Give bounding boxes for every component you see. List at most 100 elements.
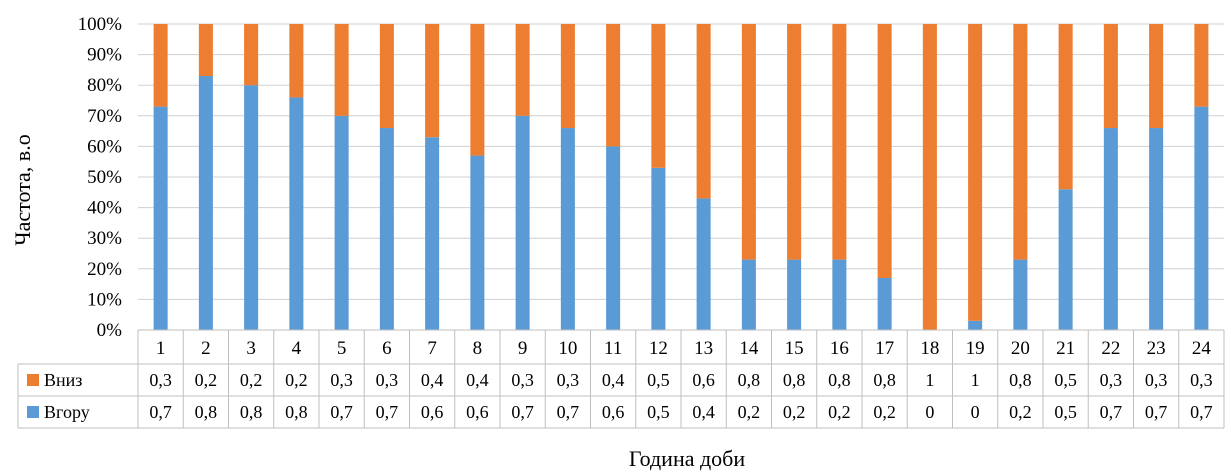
- table-cell-value: 0,3: [1190, 370, 1213, 390]
- bar-segment-Вгору: [1058, 189, 1073, 330]
- table-cell-value: 0,7: [149, 402, 172, 422]
- x-tick-label: 23: [1147, 338, 1166, 359]
- gridlines: [138, 23, 1224, 300]
- bar-segment-Вниз: [470, 24, 485, 156]
- bar-segment-Вгору: [1103, 128, 1118, 330]
- bar-segment-Вгору: [651, 167, 666, 330]
- table-cell-value: 0,5: [647, 370, 670, 390]
- table-cell-value: 0,6: [692, 370, 715, 390]
- bar-segment-Вниз: [968, 24, 983, 321]
- table-cell-value: 0,4: [602, 370, 625, 390]
- table-cell-value: 0,3: [149, 370, 172, 390]
- table-cell-value: 0,3: [330, 370, 353, 390]
- table-cell-value: 0,7: [376, 402, 399, 422]
- y-tick-label: 70%: [87, 106, 122, 127]
- table-cell-value: 0,8: [195, 402, 218, 422]
- bar-segment-Вгору: [696, 198, 711, 330]
- y-tick-label: 10%: [87, 289, 122, 310]
- table-cell-value: 0,2: [1009, 402, 1032, 422]
- table-cell-value: 0,4: [692, 402, 715, 422]
- bar-segment-Вниз: [334, 24, 349, 116]
- bar-segment-Вниз: [1149, 24, 1164, 129]
- table-cell-value: 0,8: [738, 370, 761, 390]
- bar-segment-Вниз: [877, 24, 892, 278]
- x-tick-label: 17: [875, 338, 894, 359]
- table-cell-value: 0,3: [1100, 370, 1123, 390]
- table-cell-value: 0,7: [511, 402, 534, 422]
- bar-segment-Вниз: [244, 24, 259, 86]
- bar-segment-Вниз: [153, 24, 168, 107]
- table-cell-value: 0,8: [285, 402, 308, 422]
- y-axis-ticks: 0% 10% 20% 30% 40% 50% 60% 70% 80% 90% 100%: [78, 14, 123, 341]
- table-cell-value: 0,7: [1145, 402, 1168, 422]
- y-tick-label: 40%: [87, 198, 122, 219]
- table-cell-value: 0,3: [511, 370, 534, 390]
- table-cell-value: 0: [925, 402, 934, 422]
- table-cell-value: 0,8: [828, 370, 851, 390]
- bar-segment-Вниз: [289, 24, 304, 98]
- table-cell-value: 0,8: [1009, 370, 1032, 390]
- bar-segment-Вгору: [425, 137, 440, 330]
- table-cell-value: 0,5: [1054, 402, 1077, 422]
- bar-segment-Вгору: [470, 155, 485, 330]
- bar-segment-Вниз: [515, 24, 530, 116]
- table-cell-value: 0,6: [602, 402, 625, 422]
- bar-segment-Вгору: [606, 146, 621, 330]
- table-cell-value: 0,7: [1190, 402, 1213, 422]
- table-cell-value: 0,2: [240, 370, 263, 390]
- bar-segment-Вгору: [198, 76, 213, 331]
- bar-segment-Вниз: [696, 24, 711, 199]
- bars: [153, 24, 1209, 331]
- legend-label: Вгору: [44, 402, 90, 422]
- table-cell-value: 0,2: [783, 402, 806, 422]
- x-tick-label: 1: [156, 338, 166, 359]
- bar-segment-Вниз: [606, 24, 621, 147]
- bar-segment-Вгору: [289, 97, 304, 330]
- y-axis-title: Частота, в.о: [10, 134, 35, 245]
- bar-segment-Вниз: [1013, 24, 1028, 260]
- bar-segment-Вгору: [1149, 128, 1164, 330]
- legend-swatch: [27, 406, 39, 418]
- data-table: 1 2 3 4 5 6 7 8 9 10 11 12 13 14 15 16 17 18 19 20 21 22 23 24В…: [17, 329, 1225, 429]
- table-cell-value: 0,6: [421, 402, 444, 422]
- x-tick-label: 3: [246, 338, 256, 359]
- table-cell-value: 0,3: [1145, 370, 1168, 390]
- bar-segment-Вгору: [741, 259, 756, 330]
- x-tick-label: 8: [473, 338, 483, 359]
- table-cell-value: 0,4: [421, 370, 444, 390]
- x-tick-label: 15: [785, 338, 804, 359]
- bar-segment-Вгору: [334, 115, 349, 330]
- bar-segment-Вгору: [515, 115, 530, 330]
- table-cell-value: 0,2: [873, 402, 896, 422]
- x-tick-label: 13: [694, 338, 713, 359]
- bar-segment-Вниз: [922, 24, 937, 330]
- x-tick-label: 21: [1056, 338, 1075, 359]
- bar-segment-Вниз: [832, 24, 847, 260]
- x-tick-label: 14: [739, 338, 759, 359]
- x-tick-label: 4: [292, 338, 302, 359]
- legend-label: Вниз: [44, 370, 82, 390]
- bar-segment-Вниз: [1194, 24, 1209, 107]
- x-tick-label: 18: [920, 338, 939, 359]
- table-cell-value: 0,8: [873, 370, 896, 390]
- x-tick-label: 16: [830, 338, 849, 359]
- bar-segment-Вгору: [379, 128, 394, 330]
- table-cell-value: 0,7: [330, 402, 353, 422]
- bar-segment-Вниз: [1103, 24, 1118, 129]
- bar-segment-Вгору: [968, 320, 983, 330]
- x-tick-label: 24: [1192, 338, 1212, 359]
- table-cell-value: 0,8: [240, 402, 263, 422]
- bar-segment-Вниз: [1058, 24, 1073, 190]
- bar-segment-Вгору: [1013, 259, 1028, 330]
- y-tick-label: 100%: [78, 14, 123, 35]
- table-cell-value: 0,2: [738, 402, 761, 422]
- bar-segment-Вниз: [741, 24, 756, 260]
- table-cell-value: 0: [971, 402, 980, 422]
- table-cell-value: 0,7: [557, 402, 580, 422]
- x-tick-label: 22: [1101, 338, 1120, 359]
- bar-segment-Вгору: [244, 85, 259, 330]
- bar-segment-Вгору: [832, 259, 847, 330]
- table-cell-value: 0,8: [783, 370, 806, 390]
- table-cell-value: 0,2: [195, 370, 218, 390]
